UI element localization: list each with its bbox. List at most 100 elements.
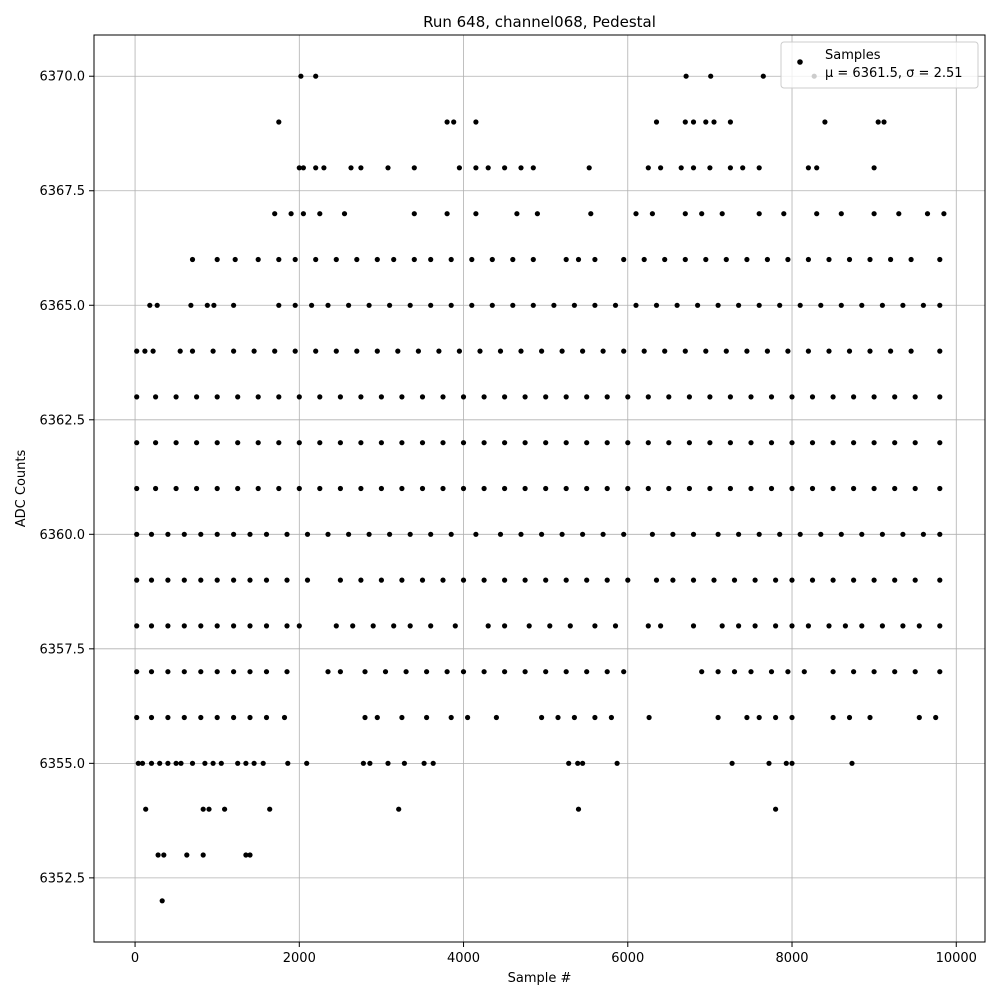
data-point	[346, 302, 352, 308]
data-point	[908, 348, 914, 354]
data-point	[198, 714, 204, 721]
data-point	[247, 714, 253, 721]
data-point	[900, 623, 906, 629]
data-point	[214, 669, 220, 675]
data-point	[797, 302, 803, 308]
data-point	[756, 165, 762, 171]
data-point	[247, 852, 253, 858]
data-point	[530, 302, 536, 308]
data-point	[916, 623, 922, 629]
data-point	[296, 394, 302, 400]
data-point	[621, 531, 627, 537]
data-point	[838, 211, 844, 217]
data-point	[430, 760, 436, 766]
data-point	[826, 623, 832, 629]
data-point	[777, 531, 783, 537]
data-point	[809, 440, 816, 446]
data-point	[584, 485, 590, 492]
data-point	[744, 714, 750, 721]
data-point	[768, 669, 775, 675]
data-point	[838, 531, 844, 537]
data-point	[313, 165, 319, 171]
data-point	[744, 256, 750, 263]
data-point	[263, 669, 270, 675]
data-point	[272, 348, 278, 354]
data-point	[670, 531, 676, 537]
data-point	[534, 211, 541, 217]
data-point	[173, 440, 179, 446]
data-point	[460, 394, 467, 400]
data-point	[571, 714, 578, 721]
data-point	[539, 714, 545, 721]
data-point	[358, 165, 364, 171]
data-point	[937, 485, 943, 492]
data-point	[723, 348, 729, 354]
data-point	[760, 73, 766, 79]
data-point	[653, 577, 660, 583]
data-point	[444, 119, 450, 125]
data-point	[387, 531, 393, 537]
data-point	[218, 760, 224, 766]
data-point	[563, 256, 569, 263]
data-point	[789, 394, 795, 400]
data-point	[214, 485, 220, 492]
data-point	[584, 440, 590, 446]
data-point	[662, 256, 668, 263]
data-point	[719, 623, 725, 629]
data-point	[937, 440, 943, 446]
data-point	[682, 256, 688, 263]
data-point	[846, 348, 853, 354]
data-point	[448, 531, 454, 537]
data-point	[184, 852, 190, 858]
data-point	[518, 531, 524, 537]
data-point	[313, 256, 319, 263]
data-point	[444, 669, 450, 675]
data-point	[436, 348, 442, 354]
data-point	[789, 714, 795, 721]
data-point	[690, 119, 697, 125]
data-point	[584, 577, 590, 583]
data-point	[912, 394, 918, 400]
data-point	[748, 440, 754, 446]
data-point	[584, 394, 590, 400]
data-point	[888, 256, 894, 263]
data-point	[867, 714, 873, 721]
data-point	[690, 165, 697, 171]
data-point	[715, 669, 721, 675]
plot-frame	[93, 34, 986, 943]
data-point	[686, 440, 693, 446]
data-point	[189, 256, 196, 263]
data-point	[173, 394, 179, 400]
data-point	[773, 806, 779, 812]
data-point	[563, 394, 569, 400]
data-point	[448, 302, 454, 308]
data-point	[768, 394, 775, 400]
data-point	[822, 119, 828, 125]
data-point	[731, 577, 738, 583]
data-point	[756, 211, 762, 217]
data-point	[707, 440, 713, 446]
data-point	[358, 577, 364, 583]
data-point	[826, 256, 832, 263]
data-point	[214, 577, 220, 583]
data-point	[666, 485, 672, 492]
data-point	[744, 348, 750, 354]
data-point	[366, 302, 372, 308]
data-point	[198, 669, 204, 675]
data-point	[460, 669, 467, 675]
data-point	[653, 119, 660, 125]
data-point	[247, 577, 253, 583]
data-point	[879, 302, 886, 308]
data-point	[592, 302, 598, 308]
data-point	[530, 165, 536, 171]
data-point	[604, 440, 610, 446]
data-point	[690, 623, 697, 629]
data-point	[551, 302, 557, 308]
data-point	[460, 485, 467, 492]
data-point	[214, 623, 220, 629]
y-tick-label: 6362.5	[40, 413, 86, 428]
data-point	[460, 440, 467, 446]
data-point	[830, 577, 836, 583]
data-point	[235, 760, 241, 766]
data-point	[699, 211, 705, 217]
